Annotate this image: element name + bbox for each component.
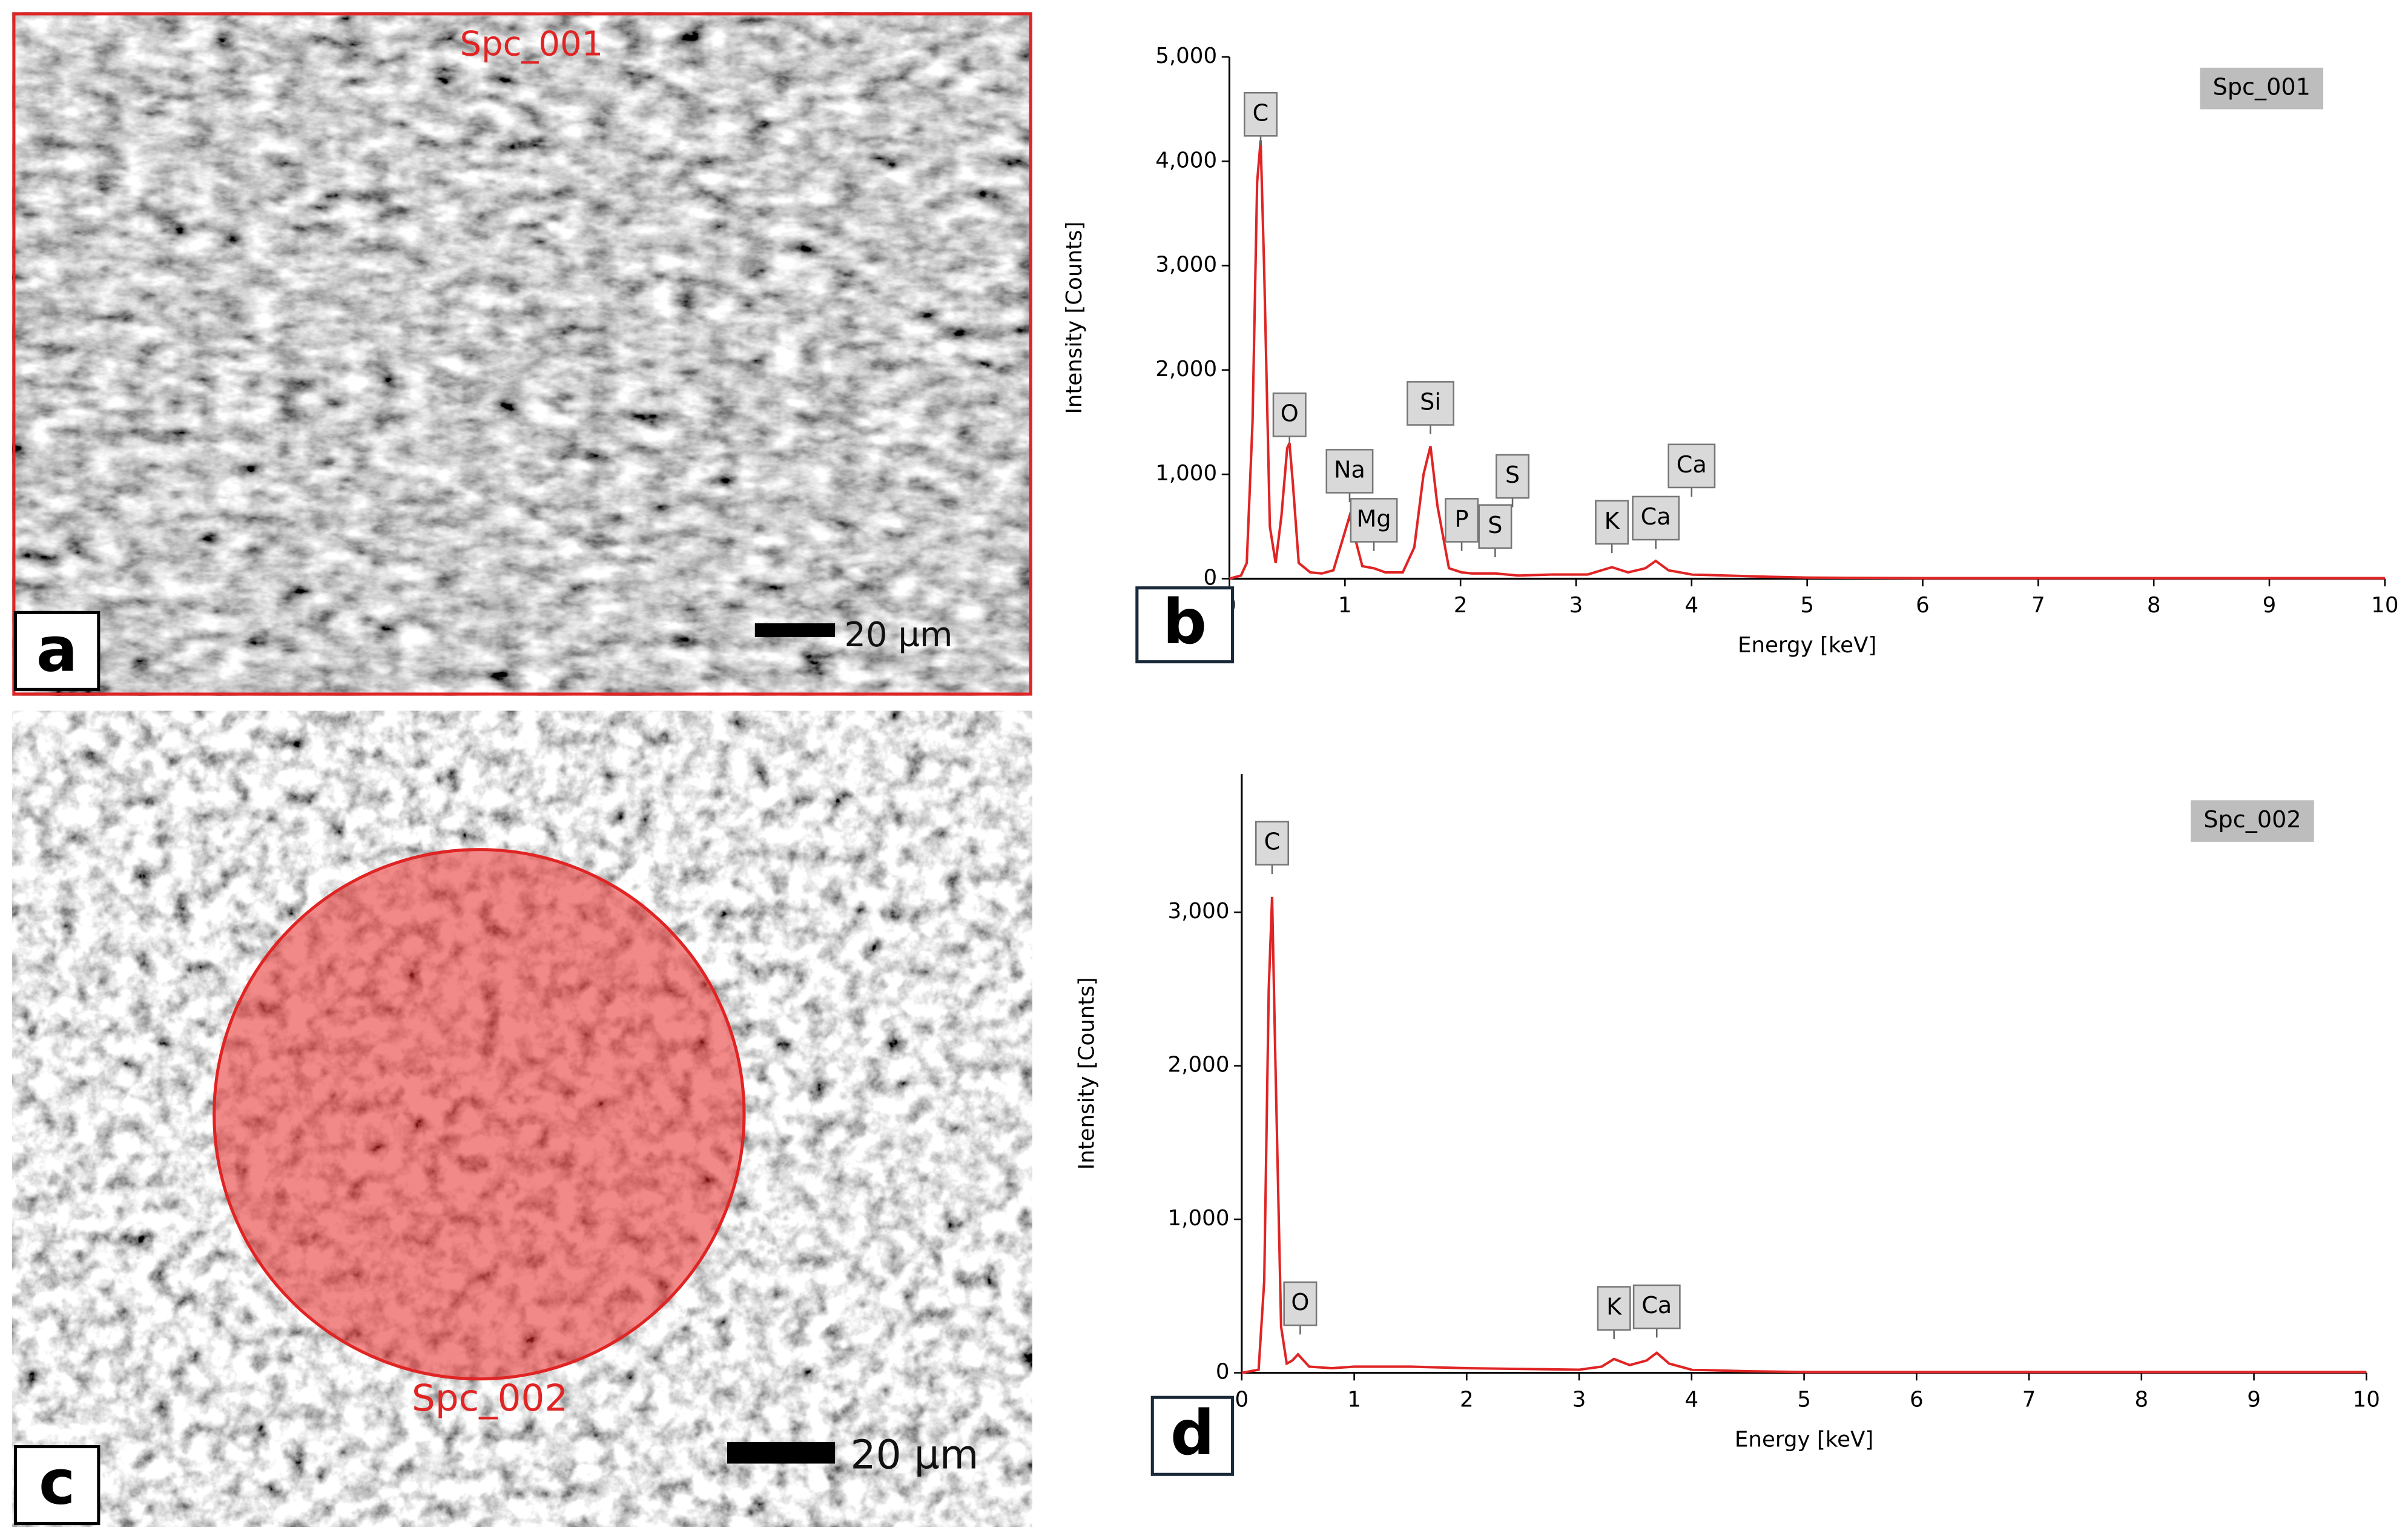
y-tick-label: 3,000 xyxy=(1168,899,1230,924)
peak-label: Si xyxy=(1420,389,1441,415)
peak-label: S xyxy=(1505,462,1520,488)
peak-label-box xyxy=(1325,449,1374,494)
x-tick-label: 3 xyxy=(1572,1387,1586,1412)
panel-letter-box xyxy=(1135,586,1235,664)
peak-label: Na xyxy=(1334,456,1365,483)
y-tick-label: 4,000 xyxy=(1155,148,1217,173)
x-tick-label: 9 xyxy=(2247,1387,2261,1412)
peak-label-box xyxy=(1445,498,1479,543)
peak-label: Ca xyxy=(1641,1292,1672,1319)
x-tick-label: 6 xyxy=(1916,593,1930,618)
x-tick-label: 5 xyxy=(1797,1387,1811,1412)
peak-label: O xyxy=(1281,400,1299,426)
y-tick-label: 2,000 xyxy=(1155,357,1217,382)
scale-bar xyxy=(754,623,836,637)
panel-letter-box xyxy=(1150,1395,1235,1476)
x-tick-label: 7 xyxy=(2022,1387,2036,1412)
spectrum-line xyxy=(1229,140,2385,580)
y-tick-label: 0 xyxy=(1203,565,1217,590)
legend-box xyxy=(2191,800,2314,842)
x-tick-label: 7 xyxy=(2031,593,2045,618)
x-tick-label: 10 xyxy=(2353,1387,2380,1412)
y-tick-label: 0 xyxy=(1216,1360,1230,1385)
y-axis-title: Intensity [Counts] xyxy=(1074,977,1099,1170)
x-tick-label: 3 xyxy=(1569,593,1583,618)
peak-label-box xyxy=(1350,498,1398,543)
peak-label: K xyxy=(1605,508,1620,534)
x-tick-label: 1 xyxy=(1347,1387,1361,1412)
peak-label-box xyxy=(1632,1284,1681,1329)
peak-label-box xyxy=(1632,495,1680,541)
peak-label: K xyxy=(1606,1294,1622,1320)
panel-letter: c xyxy=(39,1446,75,1518)
scale-bar-label: 20 µm xyxy=(851,1431,979,1478)
legend-label: Spc_002 xyxy=(2203,806,2301,833)
x-tick-label: 4 xyxy=(1684,1387,1698,1412)
y-tick-label: 2,000 xyxy=(1168,1053,1230,1077)
scale-bar-label: 20 µm xyxy=(844,615,952,655)
peak-label: C xyxy=(1264,829,1281,855)
x-axis-title: Energy [keV] xyxy=(1735,1427,1873,1452)
sem-image xyxy=(12,12,1032,696)
peak-label-box xyxy=(1667,443,1716,489)
peak-label-box xyxy=(1255,821,1289,866)
peak-label: Ca xyxy=(1677,451,1707,478)
x-tick-label: 9 xyxy=(2263,593,2277,618)
peak-label-box xyxy=(1496,454,1530,499)
panel-letter-box xyxy=(13,611,101,691)
panel-letter: b xyxy=(1163,586,1207,658)
peak-label: S xyxy=(1488,512,1502,538)
region-label: Spc_001 xyxy=(460,24,604,64)
y-axis-title: Intensity [Counts] xyxy=(1062,222,1087,414)
x-tick-label: 1 xyxy=(1338,593,1352,618)
spectrum-line xyxy=(1241,896,2367,1374)
y-tick-label: 3,000 xyxy=(1155,253,1217,277)
peak-label: Mg xyxy=(1356,505,1391,532)
legend-label: Spc_001 xyxy=(2213,74,2311,101)
legend-box xyxy=(2200,67,2324,110)
x-tick-label: 6 xyxy=(1910,1387,1924,1412)
y-tick-label: 5,000 xyxy=(1155,44,1217,68)
x-tick-label: 10 xyxy=(2371,593,2398,618)
x-tick-label: 2 xyxy=(1454,593,1468,618)
region-label: Spc_002 xyxy=(412,1377,568,1420)
peak-label: C xyxy=(1253,99,1269,126)
x-tick-label: 4 xyxy=(1684,593,1698,618)
x-tick-label: 0 xyxy=(1235,1387,1249,1412)
peak-label-box xyxy=(1595,500,1629,545)
peak-label-box xyxy=(1597,1286,1631,1331)
peak-label-box xyxy=(1244,91,1278,137)
x-tick-label: 8 xyxy=(2147,593,2161,618)
panel-letter: d xyxy=(1170,1397,1215,1469)
x-tick-label: 2 xyxy=(1460,1387,1474,1412)
panel-letter: a xyxy=(36,614,78,686)
peak-label-box xyxy=(1478,504,1512,549)
region-circle xyxy=(213,848,746,1381)
y-tick-label: 1,000 xyxy=(1168,1206,1230,1231)
peak-label: Ca xyxy=(1641,503,1671,530)
x-tick-label: 5 xyxy=(1800,593,1814,618)
panel-letter-box xyxy=(13,1445,101,1526)
peak-label-box xyxy=(1283,1281,1318,1326)
peak-label-box xyxy=(1407,381,1454,426)
peak-label-box xyxy=(1272,392,1307,437)
region-frame xyxy=(12,12,1032,696)
scale-bar xyxy=(727,1441,836,1464)
x-tick-label: 8 xyxy=(2134,1387,2148,1412)
peak-label: O xyxy=(1291,1289,1309,1316)
x-axis-title: Energy [keV] xyxy=(1738,633,1876,658)
y-tick-label: 1,000 xyxy=(1155,461,1217,486)
peak-label: P xyxy=(1455,505,1469,532)
